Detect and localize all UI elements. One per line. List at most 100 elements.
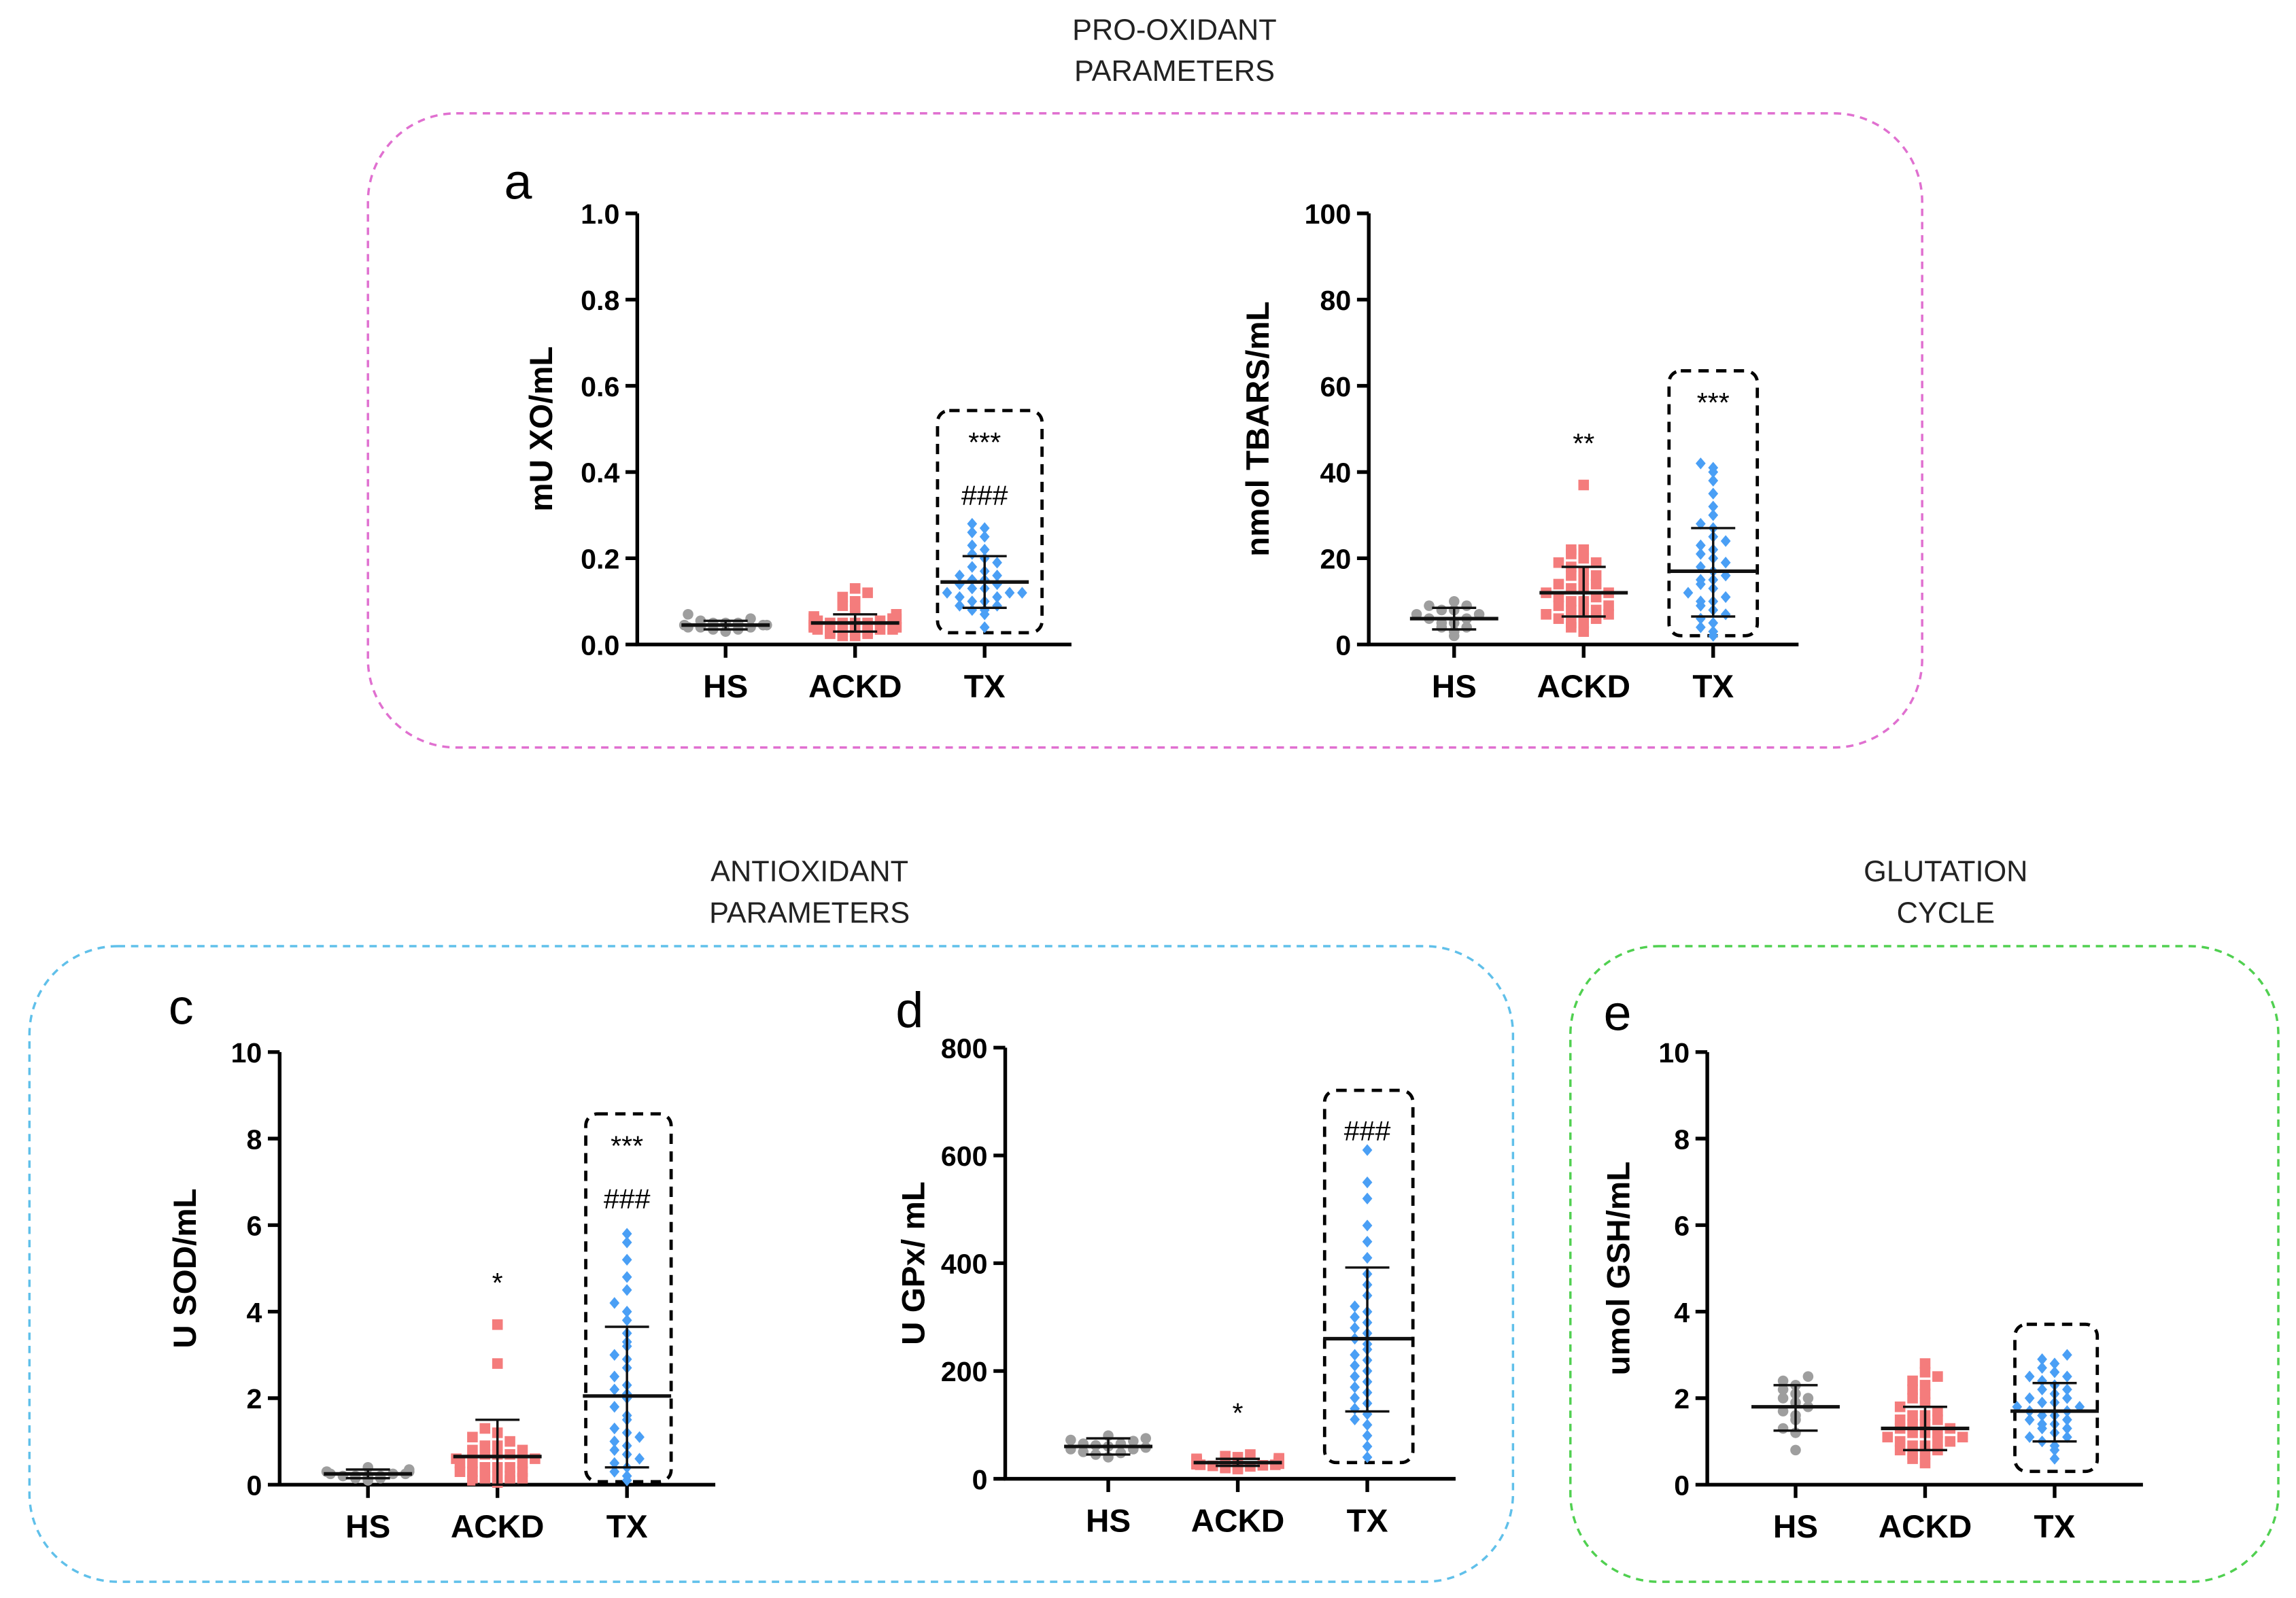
significance-label: *** xyxy=(1697,387,1730,418)
y-tick-label: 80 xyxy=(1320,285,1351,316)
data-point xyxy=(1708,487,1719,500)
y-tick-label: 0 xyxy=(246,1470,262,1501)
x-tick-label: TX xyxy=(1692,669,1734,705)
data-point xyxy=(1932,1406,1943,1417)
y-tick-label: 400 xyxy=(941,1249,988,1280)
data-point xyxy=(1362,1236,1373,1248)
chart-panel-d: d 0 200 400 600 800 U GPx/ mL HS ACKD TX * ### xyxy=(895,982,1456,1540)
data-point xyxy=(1362,1192,1373,1204)
group-title: CYCLE xyxy=(1897,897,1995,929)
data-point xyxy=(479,1462,491,1473)
data-point xyxy=(1919,1367,1931,1378)
series-hs xyxy=(1409,595,1498,642)
y-tick-label: 8 xyxy=(246,1124,262,1155)
data-point xyxy=(1919,1448,1931,1460)
y-axis-label: U GPx/ mL xyxy=(895,1181,931,1345)
data-point xyxy=(1919,1358,1931,1369)
chart-panel-e: e 0 2 4 6 8 10 umol GSH/mL HS ACKD TX xyxy=(1600,984,2143,1545)
data-point xyxy=(2062,1370,2072,1383)
y-tick-label: 0.8 xyxy=(581,285,619,316)
data-point xyxy=(1696,517,1706,530)
data-point xyxy=(1894,1444,1906,1456)
data-point xyxy=(621,1284,632,1296)
panel-letter: c xyxy=(169,979,194,1035)
group-frame xyxy=(28,945,1515,1583)
y-tick-label: 100 xyxy=(1305,198,1352,230)
x-tick-label: ACKD xyxy=(1879,1509,1972,1545)
panel-letter: d xyxy=(895,982,923,1038)
significance-label: ### xyxy=(1344,1115,1391,1147)
data-point xyxy=(621,1306,632,1318)
series-ackd: ** xyxy=(1539,428,1628,637)
data-point xyxy=(1932,1371,1943,1382)
data-point xyxy=(1350,1311,1360,1323)
data-point xyxy=(1566,604,1577,616)
data-point xyxy=(1590,557,1602,568)
data-point xyxy=(1720,535,1731,547)
data-point xyxy=(1362,1219,1373,1232)
data-point xyxy=(1603,609,1614,620)
data-point xyxy=(1932,1414,1943,1425)
data-point xyxy=(955,570,965,582)
significance-label: ### xyxy=(604,1183,651,1214)
y-tick-label: 8 xyxy=(1674,1124,1690,1155)
data-point xyxy=(1350,1359,1360,1372)
data-point xyxy=(1932,1436,1943,1447)
data-point xyxy=(2049,1357,2060,1370)
data-point xyxy=(2037,1383,2047,1395)
data-point xyxy=(504,1462,515,1473)
data-point xyxy=(1696,612,1706,625)
x-tick-label: HS xyxy=(703,669,748,705)
x-tick-label: HS xyxy=(345,1509,390,1545)
data-point xyxy=(992,557,1002,569)
data-point xyxy=(1578,617,1590,629)
series-hs xyxy=(679,609,772,637)
data-point xyxy=(1907,1448,1918,1460)
data-point xyxy=(1696,548,1706,560)
data-point xyxy=(2037,1418,2047,1430)
data-point xyxy=(1017,587,1027,599)
data-point xyxy=(621,1271,632,1283)
data-point xyxy=(967,583,978,595)
y-tick-label: 0 xyxy=(1335,629,1351,661)
data-point xyxy=(825,626,836,637)
data-point xyxy=(1683,587,1694,599)
data-point xyxy=(609,1349,620,1361)
data-point xyxy=(992,570,1002,582)
data-point xyxy=(1566,544,1577,555)
data-point xyxy=(467,1457,478,1469)
data-point xyxy=(609,1383,620,1395)
data-point xyxy=(609,1422,620,1435)
data-point xyxy=(1140,1433,1152,1444)
x-tick-label: TX xyxy=(1347,1504,1388,1540)
data-point xyxy=(1590,570,1602,581)
data-point xyxy=(979,544,990,556)
x-tick-label: TX xyxy=(964,669,1006,705)
y-tick-label: 800 xyxy=(941,1032,988,1064)
highlight-box xyxy=(936,409,1044,635)
data-point xyxy=(967,526,978,538)
data-point xyxy=(1578,553,1590,564)
chart-panel-a: a 0.0 0.2 0.4 0.6 0.8 1.0 mU XO/mL HS ACKD TX *** ##… xyxy=(504,153,1072,705)
data-point xyxy=(967,574,978,586)
series-hs xyxy=(1751,1371,1840,1456)
data-point xyxy=(2062,1383,2072,1395)
data-point xyxy=(2024,1392,2035,1404)
data-point xyxy=(1078,1446,1089,1457)
series-tx: *** ### xyxy=(583,1130,672,1487)
data-point xyxy=(2037,1361,2047,1374)
data-point xyxy=(967,595,978,608)
series-tx: ### xyxy=(1323,1115,1411,1463)
y-tick-label: 6 xyxy=(1674,1211,1690,1242)
data-point xyxy=(1350,1321,1360,1334)
y-tick-label: 200 xyxy=(941,1356,988,1387)
group-frame xyxy=(366,111,1923,749)
data-point xyxy=(942,587,953,599)
data-point xyxy=(1708,509,1719,521)
data-point xyxy=(1919,1380,1931,1391)
x-tick-label: TX xyxy=(2034,1509,2076,1545)
x-tick-label: HS xyxy=(1773,1509,1818,1545)
data-point xyxy=(1907,1393,1918,1404)
